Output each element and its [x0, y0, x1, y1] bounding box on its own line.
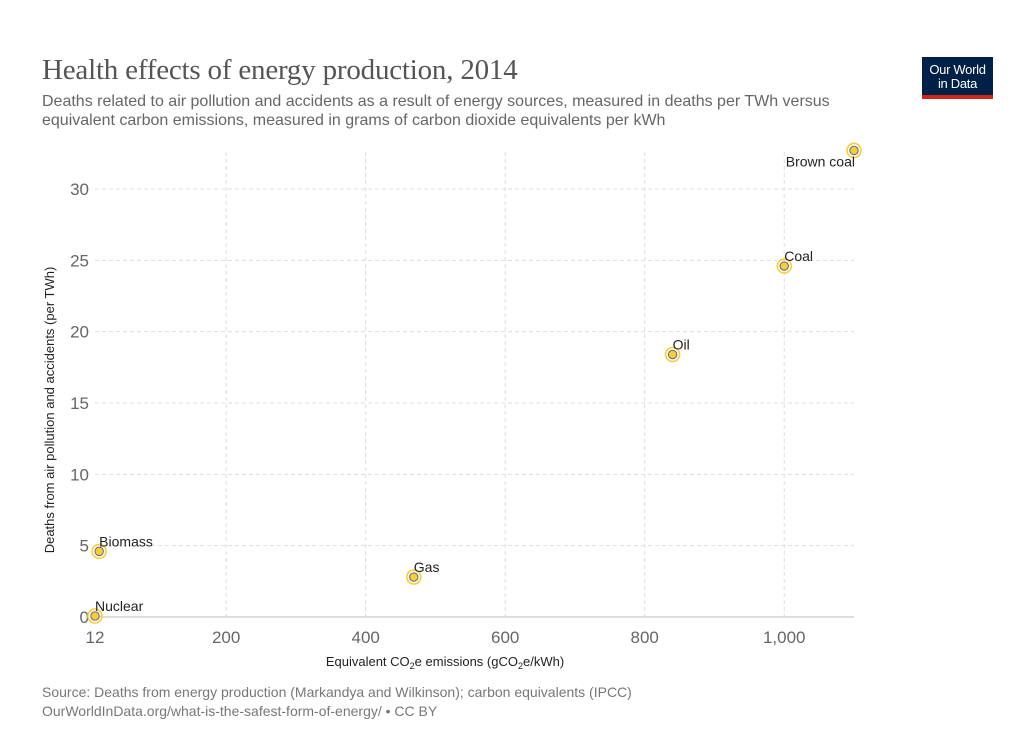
- point-marker: [667, 349, 678, 360]
- footer: Source: Deaths from energy production (M…: [42, 683, 632, 721]
- point-label: Nuclear: [95, 598, 144, 614]
- x-tick-label: 400: [351, 628, 379, 647]
- point-label: Gas: [414, 559, 440, 575]
- x-tick-label: 200: [212, 628, 240, 647]
- subscript: 2: [410, 661, 415, 671]
- chart-subtitle: Deaths related to air pollution and acci…: [42, 93, 830, 129]
- point-halo: [776, 258, 793, 274]
- y-tick-label: 15: [70, 394, 89, 413]
- y-tick-labels: 0 5 10 15 20 25 30: [70, 180, 89, 627]
- point-halo: [87, 608, 103, 624]
- x-axis-label: Equivalent CO2e emissions (gCO2e/kWh): [326, 654, 564, 671]
- y-tick-label: 25: [70, 251, 89, 270]
- subscript: 2: [518, 661, 523, 671]
- logo-line-1: Our World: [929, 62, 986, 77]
- data-point-gas: Gas: [406, 559, 440, 585]
- data-points: Brown coal Coal Oil Gas Biomass Nuclear: [87, 142, 862, 624]
- x-tick-label: 12: [86, 628, 105, 647]
- data-point-nuclear: Nuclear: [87, 598, 144, 624]
- x-label-part: e/kWh): [523, 654, 564, 669]
- point-halo: [406, 569, 422, 585]
- y-tick-label: 30: [70, 180, 89, 199]
- x-tick-label: 1,000: [763, 628, 806, 647]
- point-marker: [779, 261, 789, 271]
- data-point-biomass: Biomass: [91, 533, 153, 560]
- owid-logo[interactable]: Our World in Data: [922, 57, 993, 99]
- point-halo: [846, 142, 862, 159]
- y-tick-label: 20: [70, 323, 89, 342]
- x-tick-labels: 12 200 400 600 800 1,000: [86, 628, 806, 647]
- source-note: Source: Deaths from energy production (M…: [42, 684, 632, 700]
- logo-line-2: in Data: [937, 76, 978, 91]
- y-axis-label: Deaths from air pollution and accidents …: [42, 267, 57, 554]
- point-label: Oil: [673, 336, 690, 352]
- point-marker: [94, 546, 104, 557]
- point-halo: [91, 543, 107, 560]
- data-point-coal: Coal: [776, 248, 813, 274]
- point-marker: [409, 572, 419, 582]
- point-marker: [90, 611, 100, 621]
- source-url-license[interactable]: OurWorldInData.org/what-is-the-safest-fo…: [42, 703, 438, 719]
- y-tick-label: 0: [80, 608, 89, 627]
- point-label: Brown coal: [786, 153, 855, 169]
- point-marker: [849, 145, 859, 156]
- x-label-part: Equivalent CO: [326, 654, 410, 669]
- chart-title: Health effects of energy production, 201…: [42, 54, 518, 86]
- x-tick-label: 800: [631, 628, 659, 647]
- y-tick-label: 10: [70, 465, 89, 484]
- y-tick-label: 5: [80, 537, 89, 556]
- point-label: Biomass: [99, 533, 153, 549]
- point-halo: [664, 346, 681, 363]
- data-point-brown-coal: Brown coal: [786, 142, 862, 169]
- point-label: Coal: [784, 248, 813, 264]
- x-tick-label: 600: [491, 628, 519, 647]
- x-label-part: e emissions (gCO: [415, 654, 518, 669]
- grid-lines: [95, 152, 854, 617]
- data-point-oil: Oil: [664, 336, 690, 363]
